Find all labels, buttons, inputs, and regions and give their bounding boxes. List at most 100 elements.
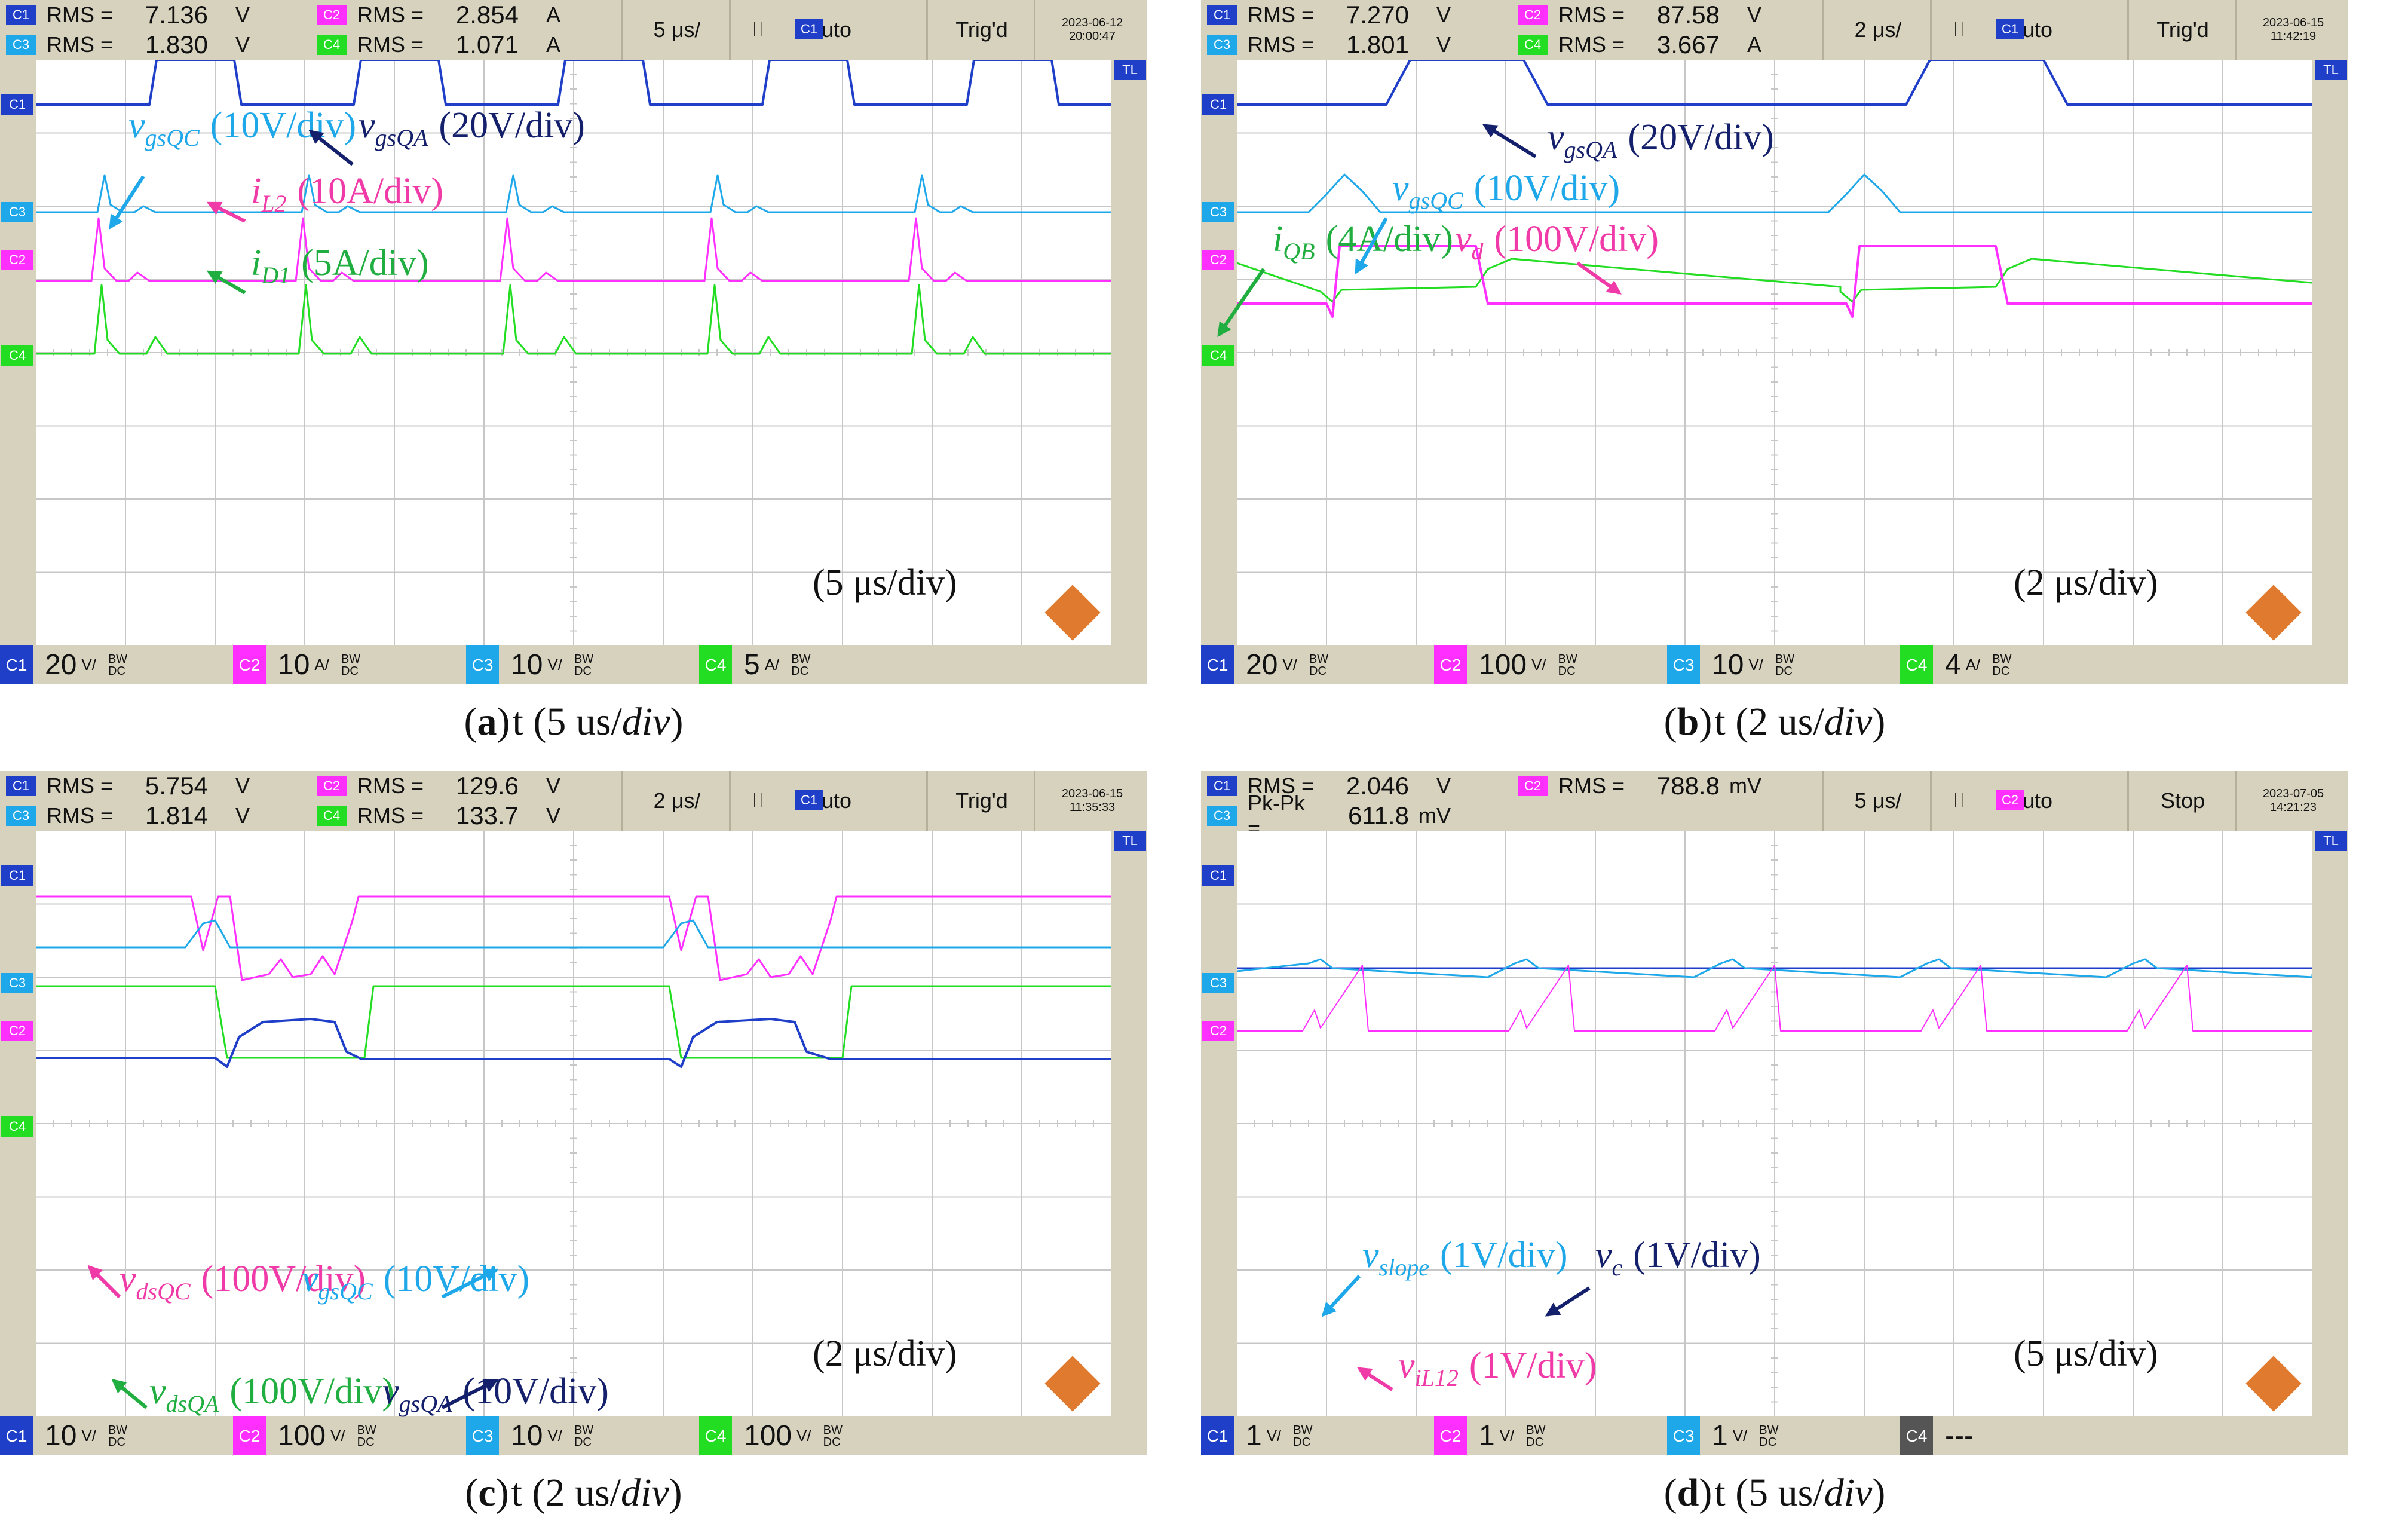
measurement-label: RMS = xyxy=(1248,773,1315,798)
annotation-scale: (10V/div) xyxy=(462,1371,609,1412)
channel-marker: C4 xyxy=(1,1116,33,1137)
time-per-div-label: (2 μs/div) xyxy=(813,1333,957,1374)
annotation-scale: (100V/div) xyxy=(229,1371,394,1412)
dc-text: DC xyxy=(341,664,359,678)
bw-text: BW xyxy=(1992,652,2012,666)
timestamp: 2023-06-12 20:00:47 xyxy=(1034,0,1149,60)
trace-vgsQC xyxy=(36,919,1111,949)
annotation-gsQA: vgsQA (10V/div) xyxy=(382,1370,609,1418)
channel-tag: C4 xyxy=(317,806,347,826)
caption-body: t (5 us/ xyxy=(1714,1471,1824,1514)
annotation-scale: (4A/div) xyxy=(1325,219,1454,259)
measurement-label: RMS = xyxy=(357,803,424,828)
measurement: C1 RMS = 2.046 V xyxy=(1201,772,1451,800)
annotation-symbol: v xyxy=(149,1371,166,1412)
bw-text: BW xyxy=(823,1423,843,1437)
dc-text: DC xyxy=(1293,1435,1311,1449)
timestamp: 2023-07-05 14:21:23 xyxy=(2235,771,2350,831)
channel-tag: C1 xyxy=(1201,645,1234,684)
measurement-label: RMS = xyxy=(47,803,114,828)
trigger-level-marker: TL xyxy=(2315,831,2347,851)
trigger-level-marker: TL xyxy=(2315,60,2347,80)
timebase-readout: 2 μs/ xyxy=(1822,0,1932,60)
measurement: C1 RMS = 7.136 V xyxy=(0,1,250,29)
panel-caption: (a)t (5 us/div) xyxy=(464,700,684,744)
annotation-symbol: i xyxy=(251,171,262,212)
annotation-symbol: v xyxy=(1362,1235,1379,1275)
measurement: C1 RMS = 5.754 V xyxy=(0,772,250,800)
measurement-unit: V xyxy=(1436,32,1451,57)
time-per-div-label: (5 μs/div) xyxy=(813,562,957,603)
measurement-label: RMS = xyxy=(47,2,114,27)
channel-scale: C2 100 V/BW DC xyxy=(233,1416,376,1455)
scale-unit: V/ xyxy=(1282,656,1297,674)
channel-marker: C3 xyxy=(1202,973,1234,993)
scale-unit: V/ xyxy=(81,656,96,674)
trace-vgsQA xyxy=(36,60,1111,106)
channel-scale: C2 100 V/BW DC xyxy=(1434,645,1577,684)
dc-text: DC xyxy=(574,664,592,678)
annotation-subscript: dsQA xyxy=(166,1390,219,1417)
waveform-plot xyxy=(1237,831,2312,1416)
annotation-scale: (100V/div) xyxy=(201,1259,366,1299)
channel-tag: C1 xyxy=(1207,5,1237,25)
channel-tag: C4 xyxy=(317,35,347,55)
measurement-value: 87.58 xyxy=(1656,1,1720,29)
trace-vslope xyxy=(1237,958,2312,978)
channel-scale: C1 1 V/BW DC xyxy=(1201,1416,1313,1455)
channel-tag: C3 xyxy=(1667,1416,1700,1455)
measurement-label: RMS = xyxy=(47,773,114,798)
measurement-unit: V xyxy=(235,32,250,57)
annotation-symbol: v xyxy=(1392,168,1409,209)
channel-marker: C3 xyxy=(1,973,33,993)
caption-text: t (2 us/div) xyxy=(511,1471,682,1514)
channel-marker: C4 xyxy=(1,345,33,366)
date: 2023-06-15 xyxy=(2262,16,2324,29)
scope-screen: C1 C2 C3 C4 TL xyxy=(1201,60,2348,645)
date: 2023-06-12 xyxy=(1061,16,1123,29)
measurement-value: 7.136 xyxy=(145,1,208,29)
scale-unit: V/ xyxy=(547,656,562,674)
channel-tag: C3 xyxy=(466,1416,499,1455)
dc-text: DC xyxy=(823,1435,841,1449)
annotation-scale: (10V/div) xyxy=(383,1259,530,1299)
annotation-subscript: gsQA xyxy=(375,124,428,151)
bw-text: BW xyxy=(108,1423,128,1437)
caption-div: div xyxy=(1824,1471,1873,1514)
header-row: C3 Pk-Pk = 611.8 mV xyxy=(1201,791,2348,840)
scale-value: 100 xyxy=(1479,649,1527,681)
channel-tag: C2 xyxy=(233,1416,266,1455)
scale-value: 20 xyxy=(1246,649,1278,681)
annotation-subscript: gsQC xyxy=(1408,187,1463,214)
trace-vgsQC xyxy=(1237,173,2312,213)
header-row: C1 RMS = 7.136 V C2 RMS = 2.854 A xyxy=(0,0,1147,30)
annotation-symbol: i xyxy=(1273,219,1283,259)
measurement-label: RMS = xyxy=(1558,773,1625,798)
measurement-unit: mV xyxy=(1729,773,1761,798)
channel-tag: C2 xyxy=(317,776,347,796)
annotation-symbol: v xyxy=(1455,219,1472,259)
channel-scale: C3 10 V/BW DC xyxy=(1667,645,1794,684)
channel-tag: C3 xyxy=(1207,35,1237,55)
caption-letter: c xyxy=(478,1471,496,1514)
channel-tag: C2 xyxy=(233,645,266,684)
scope-header: C1 RMS = 7.136 V C2 RMS = 2.854 A C3 RMS = 1.830 V C… xyxy=(0,0,1147,60)
channel-scale: C2 1 V/BW DC xyxy=(1434,1416,1546,1455)
caption-letter: b xyxy=(1677,700,1699,744)
measurement-unit: A xyxy=(1747,32,1761,57)
scope-header: C1 RMS = 5.754 V C2 RMS = 129.6 V C3 RMS = 1.814 V C… xyxy=(0,771,1147,831)
trace-viL12 xyxy=(1237,965,2312,1032)
measurement: C2 RMS = 788.8 mV xyxy=(1512,772,1761,800)
measurement: C3 RMS = 1.830 V xyxy=(0,30,250,59)
trace-vgsQA xyxy=(1237,60,2312,106)
channel-tag: C2 xyxy=(317,5,347,25)
time: 14:21:23 xyxy=(2270,801,2317,814)
annotation-scale: (1V/div) xyxy=(1469,1345,1597,1386)
scale-unit: V/ xyxy=(796,1427,811,1445)
caption-body: t (2 us/ xyxy=(511,1471,621,1514)
measurement-label: RMS = xyxy=(357,2,424,27)
annotation-symbol: v xyxy=(1398,1345,1415,1386)
date: 2023-07-05 xyxy=(2262,787,2324,800)
annotation-scale: (20V/div) xyxy=(439,105,585,146)
scale-value: 5 xyxy=(744,649,760,681)
